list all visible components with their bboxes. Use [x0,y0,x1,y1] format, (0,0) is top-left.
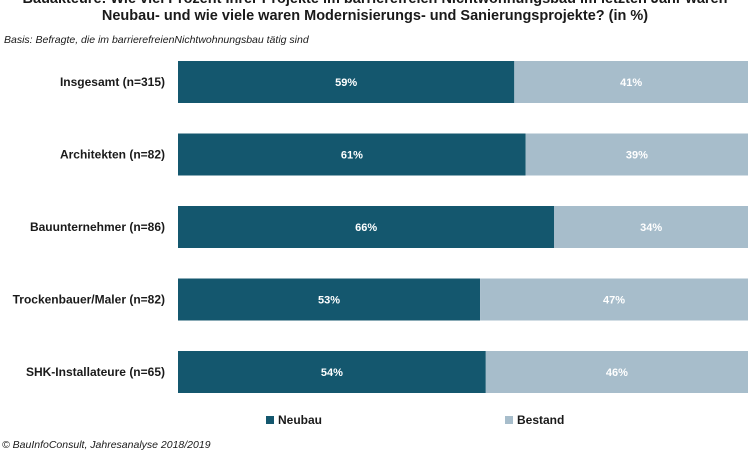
bar-neubau-trockenbauer-maler-n-82 [178,278,481,321]
source-note: © BauInfoConsult, Jahresanalyse 2018/201… [2,439,211,451]
category-label-insgesamt-n-315: Insgesamt (n=315) [60,75,165,89]
data-label-neubau-bauunternehmer-n-86: 66% [355,222,377,234]
legend-label-bestand: Bestand [517,413,565,427]
legend-swatch-bestand [505,416,513,424]
bar-neubau-shk-installateure-n-65 [178,351,486,393]
chart-title-line2: Neubau- und wie viele waren Modernisieru… [101,8,649,24]
bar-neubau-insgesamt-n-315 [178,61,515,103]
legend-item-bestand: Bestand [505,413,564,427]
chart-subtitle: Basis: Befragte, die im barrierefreienNi… [4,34,309,46]
bar-bestand-architekten-n-82 [525,133,748,176]
legend-swatch-neubau [266,416,274,424]
bar-bestand-shk-installateure-n-65 [485,351,748,393]
legend-item-neubau: Neubau [266,413,322,427]
category-label-trockenbauer-maler-n-82: Trockenbauer/Maler (n=82) [13,293,165,307]
data-label-bestand-bauunternehmer-n-86: 34% [640,222,662,234]
data-label-bestand-shk-installateure-n-65: 46% [606,367,628,379]
category-label-bauunternehmer-n-86: Bauunternehmer (n=86) [30,220,165,234]
data-label-neubau-trockenbauer-maler-n-82: 53% [318,295,340,307]
bar-bestand-trockenbauer-maler-n-82 [480,278,748,321]
category-label-shk-installateure-n-65: SHK-Installateure (n=65) [26,365,165,379]
data-label-bestand-insgesamt-n-315: 41% [620,77,642,89]
data-label-neubau-shk-installateure-n-65: 54% [321,367,343,379]
bar-bestand-bauunternehmer-n-86 [554,206,748,248]
category-label-architekten-n-82: Architekten (n=82) [60,148,165,162]
data-label-neubau-insgesamt-n-315: 59% [335,77,357,89]
stacked-bar-chart: Insgesamt (n=315) 59% 41% Architekten (n=82… [13,61,748,393]
data-label-bestand-architekten-n-82: 39% [626,150,648,162]
chart-title-line1: Bauakteure: Wie viel Prozent Ihrer Proje… [0,0,750,8]
data-label-neubau-architekten-n-82: 61% [341,150,363,162]
legend-label-neubau: Neubau [278,413,323,427]
bar-bestand-insgesamt-n-315 [514,61,748,103]
bar-neubau-bauunternehmer-n-86 [178,206,555,248]
chart-title: Bauakteure: Wie viel Prozent Ihrer Proje… [0,0,750,25]
bar-neubau-architekten-n-82 [178,133,526,176]
data-label-bestand-trockenbauer-maler-n-82: 47% [603,295,625,307]
